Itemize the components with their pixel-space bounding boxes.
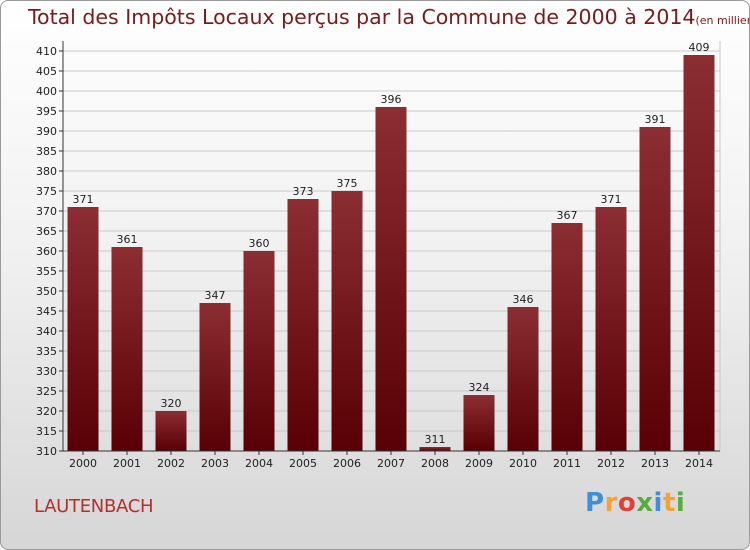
data-label: 346 xyxy=(513,293,534,306)
bar-2014 xyxy=(683,55,715,451)
bar-2007 xyxy=(375,107,407,451)
data-label: 361 xyxy=(117,233,138,246)
x-tick-label: 2004 xyxy=(245,457,273,470)
y-tick-label: 380 xyxy=(36,165,57,178)
x-tick-label: 2008 xyxy=(421,457,449,470)
commune-name: LAUTENBACH xyxy=(34,496,154,517)
bar-2013 xyxy=(639,127,671,451)
data-label: 320 xyxy=(161,397,182,410)
y-tick-label: 390 xyxy=(36,125,57,138)
data-label: 375 xyxy=(337,177,358,190)
title-row: Total des Impôts Locaux perçus par la Co… xyxy=(28,5,749,29)
data-label: 367 xyxy=(557,209,578,222)
x-tick-label: 2002 xyxy=(157,457,185,470)
bar-2012 xyxy=(595,207,627,451)
y-tick-label: 315 xyxy=(36,425,57,438)
bar-2006 xyxy=(331,191,363,451)
data-label: 391 xyxy=(645,113,666,126)
axes: 310 315 320 325 330 335 340 345 350 355 360 365 370 3… xyxy=(36,41,720,470)
bar-2004 xyxy=(243,251,275,451)
x-tick-label: 2009 xyxy=(465,457,493,470)
chart-title: Total des Impôts Locaux perçus par la Co… xyxy=(28,5,696,29)
y-tick-label: 330 xyxy=(36,365,57,378)
bar-2005 xyxy=(287,199,319,451)
x-tick-label: 2013 xyxy=(641,457,669,470)
bar-2000 xyxy=(67,207,99,451)
data-label: 324 xyxy=(469,381,490,394)
bar-2011 xyxy=(551,223,583,451)
logo-letter: o xyxy=(617,488,637,518)
y-tick-label: 405 xyxy=(36,65,57,78)
data-label: 360 xyxy=(249,237,270,250)
proxiti-logo: Proxiti xyxy=(585,488,685,518)
data-label: 371 xyxy=(601,193,622,206)
data-label: 409 xyxy=(689,41,710,54)
y-tick-label: 350 xyxy=(36,285,57,298)
data-label: 347 xyxy=(205,289,226,302)
bar-2010 xyxy=(507,307,539,451)
bar-2009 xyxy=(463,395,495,451)
y-tick-label: 410 xyxy=(36,45,57,58)
data-label: 373 xyxy=(293,185,314,198)
logo-letter: x xyxy=(636,488,654,518)
x-tick-label: 2005 xyxy=(289,457,317,470)
y-tick-label: 360 xyxy=(36,245,57,258)
y-tick-label: 400 xyxy=(36,85,57,98)
x-tick-label: 2007 xyxy=(377,457,405,470)
logo-letter: t xyxy=(662,488,676,518)
unit-note: (en milliers d'€) xyxy=(695,14,749,27)
x-tick-label: 2000 xyxy=(69,457,97,470)
y-tick-label: 385 xyxy=(36,145,57,158)
bar-2003 xyxy=(199,303,231,451)
y-tick-label: 320 xyxy=(36,405,57,418)
y-tick-label: 375 xyxy=(36,185,57,198)
bar-2008 xyxy=(419,447,451,451)
y-tick-label: 395 xyxy=(36,105,57,118)
data-labels: 371 361 320 347 360 373 375 396 311 324 346 367 371 3… xyxy=(73,41,710,446)
y-tick-label: 340 xyxy=(36,325,57,338)
y-tick-label: 370 xyxy=(36,205,57,218)
logo-letter: P xyxy=(585,488,605,518)
x-tick-label: 2010 xyxy=(509,457,537,470)
bar-2001 xyxy=(111,247,143,451)
x-tick-label: 2001 xyxy=(113,457,141,470)
y-tick-label: 365 xyxy=(36,225,57,238)
bars xyxy=(67,55,715,451)
logo-letter: i xyxy=(653,488,663,518)
x-tick-label: 2003 xyxy=(201,457,229,470)
y-tick-label: 325 xyxy=(36,385,57,398)
bar-2002 xyxy=(155,411,187,451)
logo-letter: r xyxy=(604,488,618,518)
y-tick-label: 310 xyxy=(36,445,57,458)
x-tick-label: 2011 xyxy=(553,457,581,470)
y-tick-label: 335 xyxy=(36,345,57,358)
x-tick-label: 2014 xyxy=(685,457,713,470)
x-tick-label: 2006 xyxy=(333,457,361,470)
y-tick-label: 345 xyxy=(36,305,57,318)
data-label: 311 xyxy=(425,433,446,446)
data-label: 371 xyxy=(73,193,94,206)
logo-letter: i xyxy=(675,488,686,518)
y-tick-label: 355 xyxy=(36,265,57,278)
x-tick-label: 2012 xyxy=(597,457,625,470)
data-label: 396 xyxy=(381,93,402,106)
